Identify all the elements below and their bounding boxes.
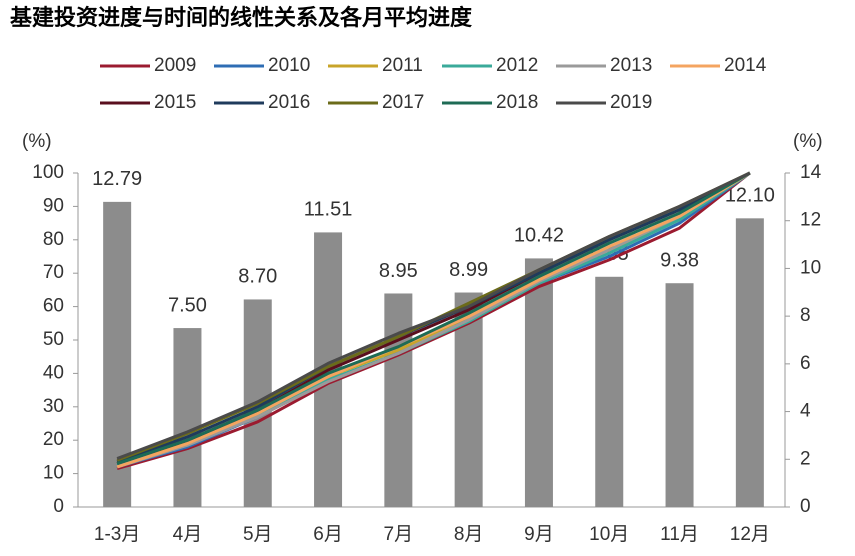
y-tick-label: 60 (43, 296, 64, 317)
legend-label: 2013 (610, 55, 652, 76)
data-label: 8.99 (449, 259, 488, 281)
y-tick-label: 0 (53, 496, 64, 517)
data-label: 8.70 (238, 266, 277, 288)
line (116, 171, 751, 469)
data-label: 11.51 (304, 199, 353, 221)
data-label: 12.10 (725, 185, 775, 207)
y-tick-label: 20 (43, 429, 64, 450)
x-tick-label: 12月 (730, 524, 770, 545)
x-tick-label: 7月 (384, 524, 414, 545)
x-tick-label: 10月 (589, 524, 629, 545)
line (116, 171, 751, 464)
legend-label: 2011 (382, 55, 423, 76)
line (116, 171, 751, 471)
data-label: 7.50 (168, 294, 207, 316)
y-tick-label: 70 (43, 262, 64, 283)
x-tick-label: 1-3月 (94, 524, 140, 545)
bar (173, 328, 202, 507)
x-tick-label: 11月 (660, 524, 699, 545)
legend-label: 2017 (382, 92, 424, 113)
line (116, 171, 751, 469)
legend-label: 2019 (610, 92, 652, 113)
y2-tick-label: 14 (800, 162, 822, 183)
bar (524, 258, 553, 507)
bar (665, 283, 694, 507)
bar (595, 276, 624, 507)
y2-tick-label: 12 (800, 210, 821, 231)
y-tick-label: 50 (43, 329, 64, 350)
bar (384, 293, 413, 507)
y2-tick-label: 0 (800, 496, 811, 517)
y2-axis-label: (%) (793, 131, 823, 152)
y-tick-label: 40 (43, 362, 64, 383)
y-tick-label: 90 (43, 195, 64, 216)
data-label: 10.42 (514, 225, 564, 247)
data-label: 8.95 (379, 260, 418, 282)
legend-label: 2014 (724, 55, 767, 76)
y2-tick-label: 2 (800, 448, 811, 469)
y-tick-label: 100 (32, 162, 64, 183)
x-tick-label: 4月 (173, 524, 203, 545)
line (116, 171, 751, 460)
y2-tick-label: 4 (800, 401, 811, 422)
x-tick-label: 8月 (454, 524, 484, 545)
data-label: 9.38 (660, 250, 699, 272)
legend-label: 2012 (496, 55, 538, 76)
legend-label: 2010 (268, 55, 310, 76)
chart-title: 基建投资进度与时间的线性关系及各月平均进度 (10, 5, 473, 30)
y-tick-label: 80 (43, 229, 64, 250)
y2-tick-label: 8 (800, 305, 811, 326)
line (116, 171, 751, 466)
y2-tick-label: 6 (800, 353, 811, 374)
y2-tick-label: 10 (800, 257, 821, 278)
bar (735, 218, 764, 508)
y-tick-label: 10 (43, 463, 64, 484)
data-label: 12.79 (92, 168, 142, 190)
legend-label: 2018 (496, 92, 538, 113)
x-tick-label: 9月 (524, 524, 554, 545)
legend-label: 2009 (154, 55, 196, 76)
y-tick-label: 30 (43, 396, 64, 417)
x-tick-label: 5月 (243, 524, 273, 545)
y-axis-label: (%) (22, 131, 52, 152)
legend-label: 2015 (154, 92, 196, 113)
legend-label: 2016 (268, 92, 310, 113)
x-tick-label: 6月 (313, 524, 343, 545)
